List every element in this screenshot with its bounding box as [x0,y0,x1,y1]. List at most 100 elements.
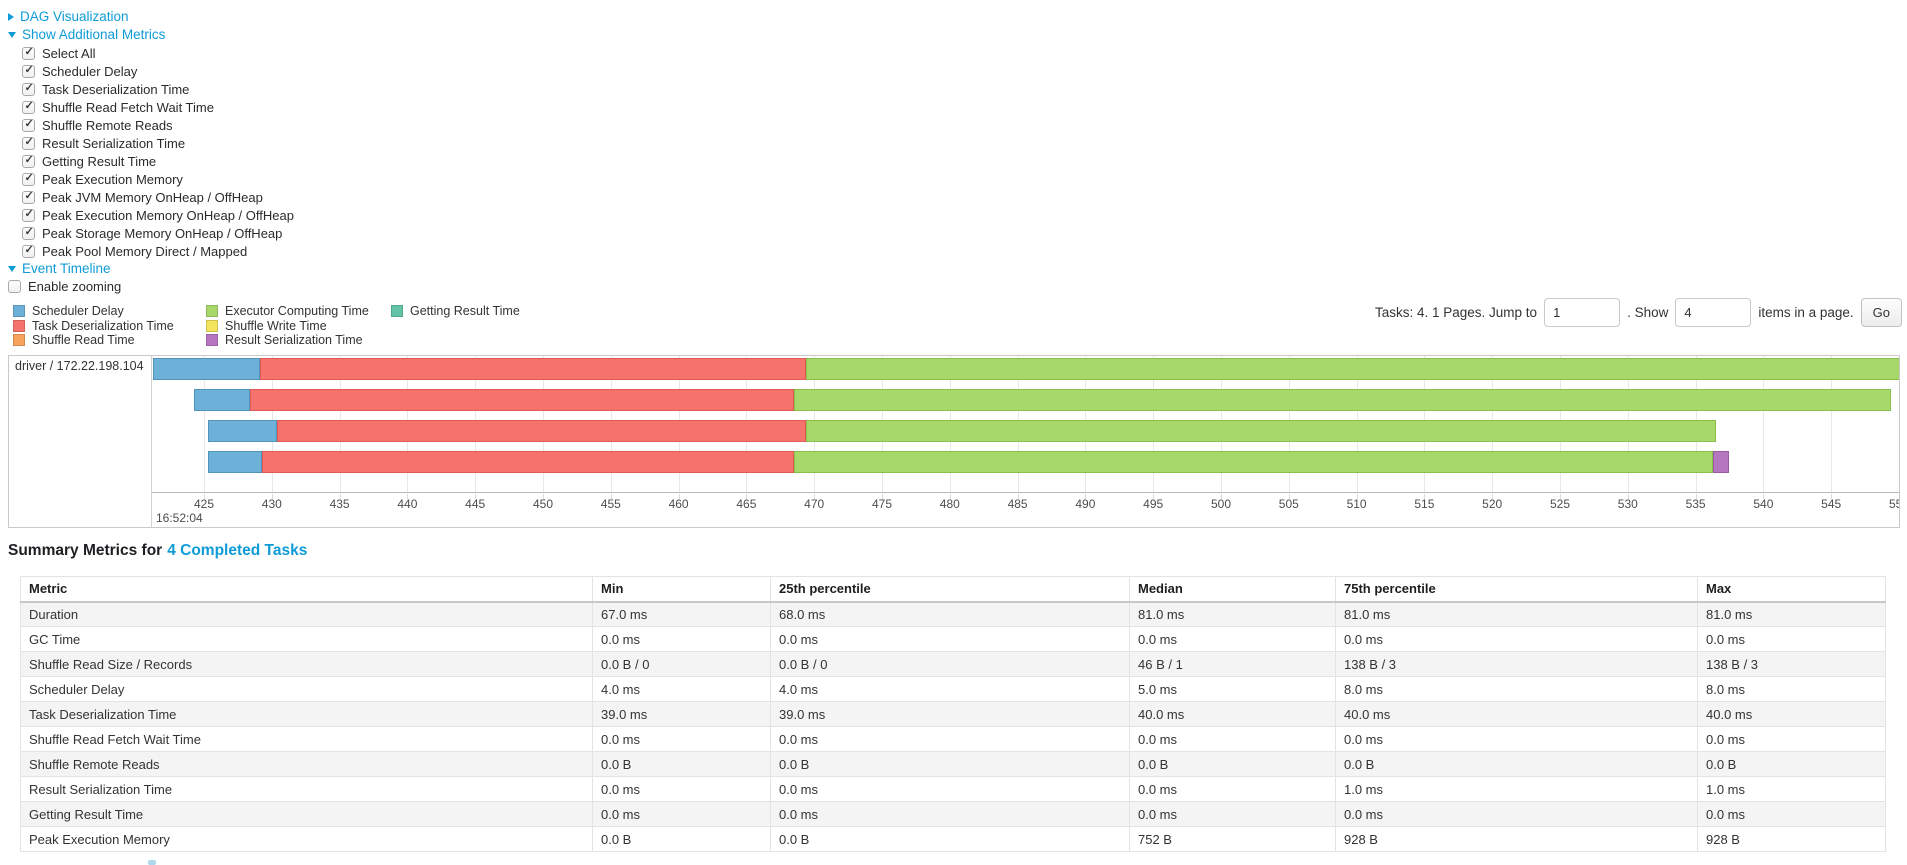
metric-checkbox[interactable] [22,118,35,132]
metric-value-cell: 1.0 ms [1697,776,1886,802]
timeline-bar-segment[interactable] [250,389,794,411]
metric-checkbox[interactable] [22,244,35,258]
timeline-axis-tick-mark [271,494,273,499]
timeline-axis-tick-mark [1085,494,1087,499]
timeline-axis-tick-mark [814,494,816,499]
timeline-bar-segment[interactable] [1713,451,1729,473]
legend-label: Result Serialization Time [225,333,363,348]
task-pagination: Tasks: 4. 1 Pages. Jump to . Show items … [1375,296,1902,328]
timeline-bar-segment[interactable] [794,451,1713,473]
summary-metrics-title: Summary Metrics for 4 Completed Tasks [8,542,307,560]
table-row: Task Deserialization Time 39.0 ms 39.0 ms 4… [20,701,1886,727]
timeline-bar-segment[interactable] [806,358,1899,380]
metric-value-cell: 0.0 ms [592,726,771,752]
dag-visualization-toggle[interactable]: DAG Visualization [8,8,129,25]
show-additional-metrics-toggle[interactable]: Show Additional Metrics [8,26,165,43]
timeline-axis-tick: 495 [1143,497,1164,511]
enable-zooming-checkbox[interactable] [8,280,21,293]
timeline-axis-tick: 490 [1075,497,1096,511]
metric-checkbox[interactable] [22,208,35,222]
timeline-bar-segment[interactable] [194,389,250,411]
metric-checkbox[interactable] [22,64,35,78]
timeline-legend: Scheduler Delay Task Deserialization Time… [10,304,610,348]
legend-label: Getting Result Time [410,304,520,319]
go-button[interactable]: Go [1860,297,1902,327]
event-timeline-toggle[interactable]: Event Timeline [8,260,111,277]
metric-name-cell: Shuffle Remote Reads [20,751,593,777]
timeline-axis-tick: 460 [668,497,689,511]
event-timeline-chart: driver / 172.22.198.104 16:52:04 425 430 4… [8,355,1900,528]
metric-checkbox[interactable] [22,100,35,114]
legend-item: Scheduler Delay [13,304,174,319]
collapse-arrow-icon [8,12,14,21]
timeline-axis-tick: 435 [329,497,350,511]
timeline-axis-tick: 525 [1549,497,1571,511]
metric-name-cell: Scheduler Delay [20,676,593,702]
metric-checkbox[interactable] [22,226,35,240]
metric-checkbox-label: Peak Storage Memory OnHeap / OffHeap [42,225,283,241]
page-size-input[interactable] [1675,297,1752,327]
timeline-axis-tick: 455 [600,497,621,511]
completed-tasks-link[interactable]: 4 Completed Tasks [167,542,308,559]
metric-checkbox-item: Peak Pool Memory Direct / Mapped [22,242,294,260]
metric-value-cell: 0.0 ms [1129,776,1336,802]
metric-checkbox[interactable] [22,46,35,60]
timeline-bar-segment[interactable] [262,451,794,473]
timeline-axis-tick-mark [882,494,883,499]
timeline-start-time-label: 16:52:04 [156,511,203,525]
timeline-axis-tick: 430 [261,497,282,511]
table-row: Getting Result Time 0.0 ms 0.0 ms 0.0 ms 0.0… [20,801,1886,827]
jump-to-page-input[interactable] [1544,297,1621,327]
metric-value-cell: 928 B [1697,826,1886,852]
timeline-axis-tick-mark [1492,494,1494,499]
timeline-axis-tick: 475 [871,497,893,511]
metric-checkbox-label: Task Deserialization Time [42,81,190,97]
table-row: Shuffle Read Size / Records 0.0 B / 0 0.0 … [20,651,1886,677]
column-header: Metric [20,576,593,603]
timeline-axis-tick-mark [475,494,477,499]
expand-arrow-icon [8,265,16,272]
metric-checkbox-label: Peak Pool Memory Direct / Mapped [42,243,248,259]
legend-item: Shuffle Read Time [13,333,174,348]
metric-value-cell: 4.0 ms [770,676,1130,702]
metric-checkbox[interactable] [22,172,35,186]
legend-label: Shuffle Write Time [225,318,327,333]
table-row: GC Time 0.0 ms 0.0 ms 0.0 ms 0.0 ms 0.0 ms [20,626,1886,652]
metric-value-cell: 39.0 ms [770,701,1130,727]
timeline-axis-tick-mark [339,494,341,499]
metric-checkbox-item: Getting Result Time [22,152,294,170]
metric-checkbox[interactable] [22,82,35,96]
timeline-bar-segment[interactable] [277,420,806,442]
timeline-bar-segment[interactable] [794,389,1891,411]
metric-checkbox[interactable] [22,154,35,168]
column-header: Max [1697,576,1886,603]
metric-checkbox[interactable] [22,136,35,150]
legend-item: Shuffle Write Time [206,319,369,334]
timeline-bar-segment[interactable] [153,358,260,380]
metric-checkbox-label: Shuffle Read Fetch Wait Time [42,99,214,115]
timeline-axis-tick-mark [204,494,205,499]
timeline-bar-segment[interactable] [208,451,262,473]
metric-checkbox-item: Shuffle Remote Reads [22,116,294,134]
legend-label: Scheduler Delay [32,304,124,319]
legend-swatch [391,305,403,318]
timeline-bar-segment[interactable] [806,420,1716,442]
metric-value-cell: 0.0 ms [770,726,1130,752]
timeline-axis-tick: 480 [939,497,960,511]
metric-value-cell: 0.0 ms [592,776,771,802]
column-header: 75th percentile [1335,576,1698,603]
metric-value-cell: 0.0 ms [770,626,1130,652]
column-header: Min [592,576,771,603]
timeline-axis-tick-mark [543,494,544,499]
table-row: Scheduler Delay 4.0 ms 4.0 ms 5.0 ms 8.0 ms 8… [20,676,1886,702]
metric-value-cell: 0.0 ms [1335,726,1698,752]
metric-checkbox-label: Peak Execution Memory [42,171,183,187]
cutoff-element [148,860,156,865]
metric-checkbox[interactable] [22,190,35,204]
timeline-bar-segment[interactable] [260,358,806,380]
legend-item: Executor Computing Time [206,304,369,319]
timeline-bar-segment[interactable] [208,420,277,442]
metric-value-cell: 0.0 ms [1697,726,1886,752]
items-in-page-text: items in a page. [1758,304,1854,320]
metric-value-cell: 0.0 B [1697,751,1886,777]
